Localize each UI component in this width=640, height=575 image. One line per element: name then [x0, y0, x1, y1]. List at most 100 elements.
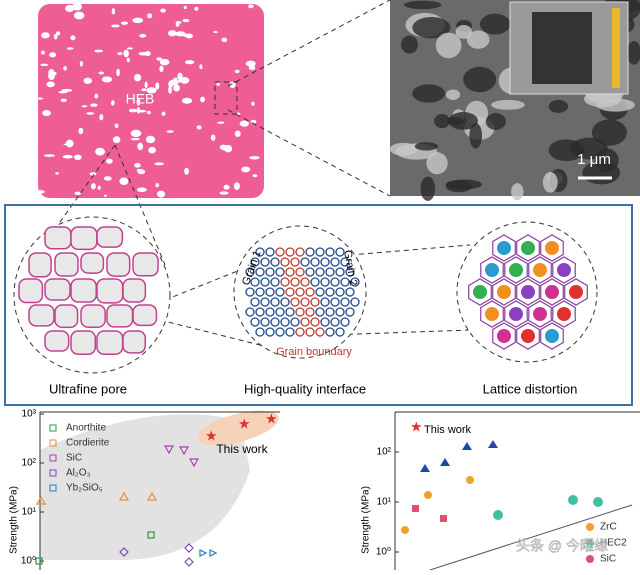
pore: [166, 130, 174, 133]
pore: [175, 80, 186, 83]
mechanism-box: [4, 204, 633, 406]
atom: [509, 307, 523, 321]
pore: [72, 2, 82, 11]
atom: [300, 277, 310, 287]
pore-cell: [80, 304, 106, 328]
pore: [81, 105, 88, 108]
atom: [310, 277, 320, 287]
pore: [44, 154, 56, 157]
watermark: 头条 @ 今曜缘: [516, 538, 608, 554]
sem-grain: [426, 152, 448, 175]
pore: [133, 73, 142, 82]
atom: [275, 307, 285, 317]
atom: [325, 287, 335, 297]
hex-cell: [528, 300, 552, 328]
pore: [200, 96, 206, 103]
pore-cell: [44, 278, 71, 301]
pore: [132, 17, 144, 24]
heb-structure: [36, 2, 264, 198]
pore: [74, 191, 82, 195]
pore: [160, 8, 166, 13]
scale-label: 1 μm: [577, 151, 611, 168]
pore: [66, 47, 74, 50]
atom: [290, 317, 300, 327]
pore-cell: [28, 252, 52, 278]
pore: [155, 82, 160, 90]
pore: [62, 154, 73, 159]
atom: [315, 307, 325, 317]
atom: [325, 267, 335, 277]
sem-grain: [548, 139, 585, 162]
pore-cell: [132, 252, 159, 277]
pore: [97, 185, 101, 190]
pore-cell: [106, 252, 131, 277]
hex-cell: [528, 256, 552, 284]
pore: [46, 81, 55, 88]
atom: [245, 287, 255, 297]
pore-cell: [70, 278, 97, 303]
pore-cell: [70, 330, 97, 356]
pore-cell: [106, 304, 134, 328]
pore-cell: [96, 226, 124, 248]
atom: [473, 285, 487, 299]
atom: [265, 327, 275, 337]
pore: [245, 60, 256, 67]
pore: [65, 4, 75, 13]
legend-label: Al₂O₃: [66, 468, 91, 479]
atom: [295, 287, 305, 297]
pore-cell: [122, 330, 147, 354]
pore: [137, 142, 144, 151]
pore: [144, 81, 148, 89]
hex-cell: [492, 322, 516, 350]
pore: [223, 184, 230, 190]
atom: [335, 267, 345, 277]
pore: [117, 52, 123, 56]
atom: [285, 267, 295, 277]
pore: [103, 194, 107, 197]
pore: [229, 81, 236, 89]
pore: [136, 98, 141, 106]
pore: [41, 32, 50, 39]
atom: [315, 287, 325, 297]
pore: [175, 22, 180, 27]
sem-grain: [420, 176, 436, 201]
pore: [56, 31, 61, 36]
atom: [290, 277, 300, 287]
legend-label: SiC: [600, 554, 616, 565]
y-label: Strength (MPa): [9, 486, 20, 554]
pore: [217, 121, 225, 124]
hex-cell: [480, 256, 504, 284]
sem-grain: [446, 116, 464, 126]
pore: [89, 172, 97, 176]
hex-cell: [540, 322, 564, 350]
hex-cell: [492, 278, 516, 306]
pore: [159, 58, 170, 66]
pore: [239, 120, 249, 127]
y-tick-label: 10³: [22, 409, 37, 420]
pore: [241, 166, 251, 173]
atom: [545, 329, 559, 343]
atom: [255, 327, 265, 337]
pore: [101, 76, 113, 83]
pore: [106, 158, 113, 164]
atom: [569, 285, 583, 299]
hex-cell: [552, 256, 576, 284]
sem-grain: [455, 24, 473, 39]
pore-cell: [80, 252, 105, 274]
pore: [60, 98, 67, 102]
pore: [110, 100, 115, 106]
pore: [36, 97, 44, 100]
atom: [285, 287, 295, 297]
legend-label: SiC: [66, 453, 82, 464]
atom: [497, 329, 511, 343]
legend-label: ZrC: [600, 522, 617, 533]
sem-grain: [401, 35, 418, 54]
points: [35, 445, 218, 567]
atom: [533, 307, 547, 321]
atom: [345, 287, 355, 297]
atom: [255, 247, 265, 257]
atom: [557, 263, 571, 277]
atom: [330, 277, 340, 287]
pore: [58, 90, 68, 94]
atom: [320, 317, 330, 327]
